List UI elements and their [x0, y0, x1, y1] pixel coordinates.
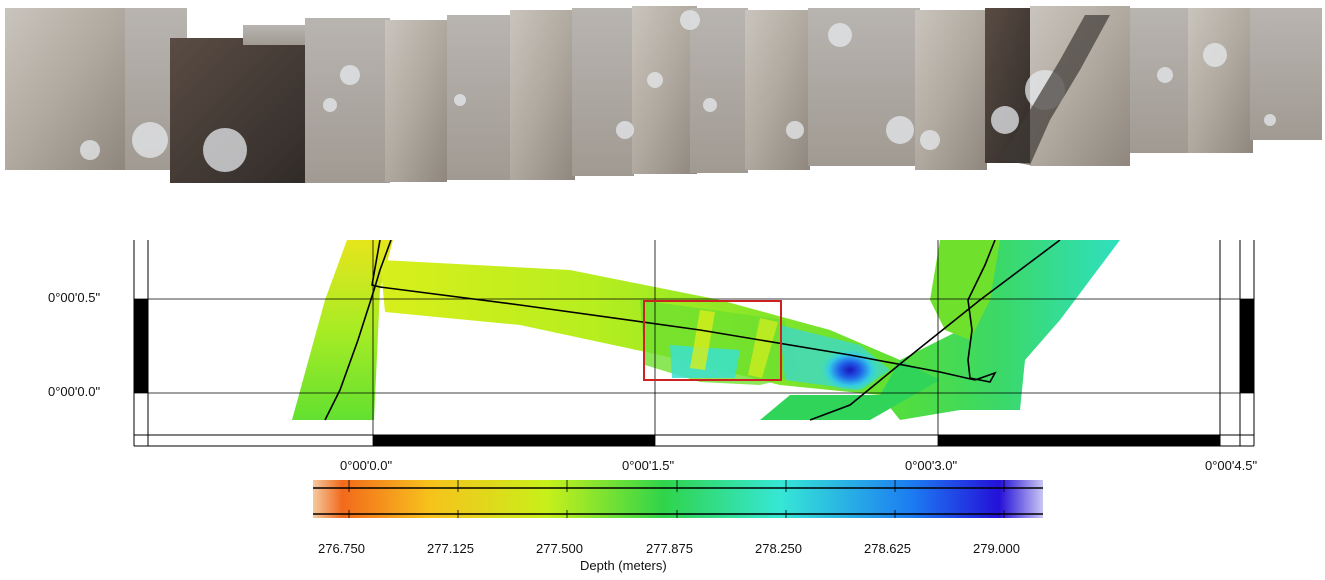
lon-label-0.0: 0°00'0.0" — [340, 458, 393, 473]
coral-patch — [703, 98, 717, 112]
mosaic-photo-tile — [243, 25, 318, 45]
lat-label-0.5: 0°00'0.5" — [48, 290, 101, 305]
coral-patch — [203, 128, 247, 172]
coral-patch — [991, 106, 1019, 134]
depth-colorbar — [313, 480, 1043, 518]
coral-patch — [616, 121, 634, 139]
graticule — [134, 240, 1254, 446]
colorbar-tick-label: 278.250 — [755, 541, 802, 556]
coral-patch — [1203, 43, 1227, 67]
mosaic-photo-tile — [572, 8, 634, 176]
colorbar-tick-label: 277.500 — [536, 541, 583, 556]
coral-patch — [323, 98, 337, 112]
mosaic-photo-tile — [510, 10, 575, 180]
coral-patch — [920, 130, 940, 150]
coral-patch — [680, 10, 700, 30]
coral-patch — [647, 72, 663, 88]
mosaic-photo-tile — [690, 8, 748, 173]
coral-patch — [80, 140, 100, 160]
scale-bar-bottom-1 — [373, 435, 655, 446]
coral-patch — [132, 122, 168, 158]
mosaic-photo-tile — [5, 8, 125, 170]
coral-patch — [454, 94, 466, 106]
mosaic-photo-tile — [632, 6, 697, 174]
mosaic-photo-tile — [745, 10, 810, 170]
scale-bar-right — [1240, 299, 1254, 393]
scale-bar-left — [134, 299, 148, 393]
photo-mosaic — [5, 6, 1322, 183]
colorbar-tick-label: 277.125 — [427, 541, 474, 556]
colorbar-tick-label: 277.875 — [646, 541, 693, 556]
scale-bar-bottom-2 — [938, 435, 1220, 446]
region-highlight-box — [643, 300, 782, 381]
coral-patch — [1157, 67, 1173, 83]
colorbar-tick-label: 276.750 — [318, 541, 365, 556]
colorbar-title: Depth (meters) — [580, 558, 667, 573]
coral-patch — [1264, 114, 1276, 126]
colorbar-tick-label: 279.000 — [973, 541, 1020, 556]
coral-patch — [886, 116, 914, 144]
mosaic-photo-tile — [385, 20, 447, 182]
coral-patch — [828, 23, 852, 47]
lon-label-1.5: 0°00'1.5" — [622, 458, 675, 473]
coral-patch — [340, 65, 360, 85]
mosaic-photo-tile — [1250, 8, 1322, 140]
colorbar-tick-label: 278.625 — [864, 541, 911, 556]
bathymetry-surface — [292, 240, 1120, 420]
rock-outcrop — [1000, 15, 1110, 165]
lon-label-4.5: 0°00'4.5" — [1205, 458, 1258, 473]
mosaic-photo-tile — [1188, 8, 1253, 153]
coral-patch — [786, 121, 804, 139]
map-frame — [133, 240, 1255, 447]
lon-label-3.0: 0°00'3.0" — [905, 458, 958, 473]
mosaic-photo-tile — [305, 18, 390, 183]
lat-label-0.0: 0°00'0.0" — [48, 384, 101, 399]
